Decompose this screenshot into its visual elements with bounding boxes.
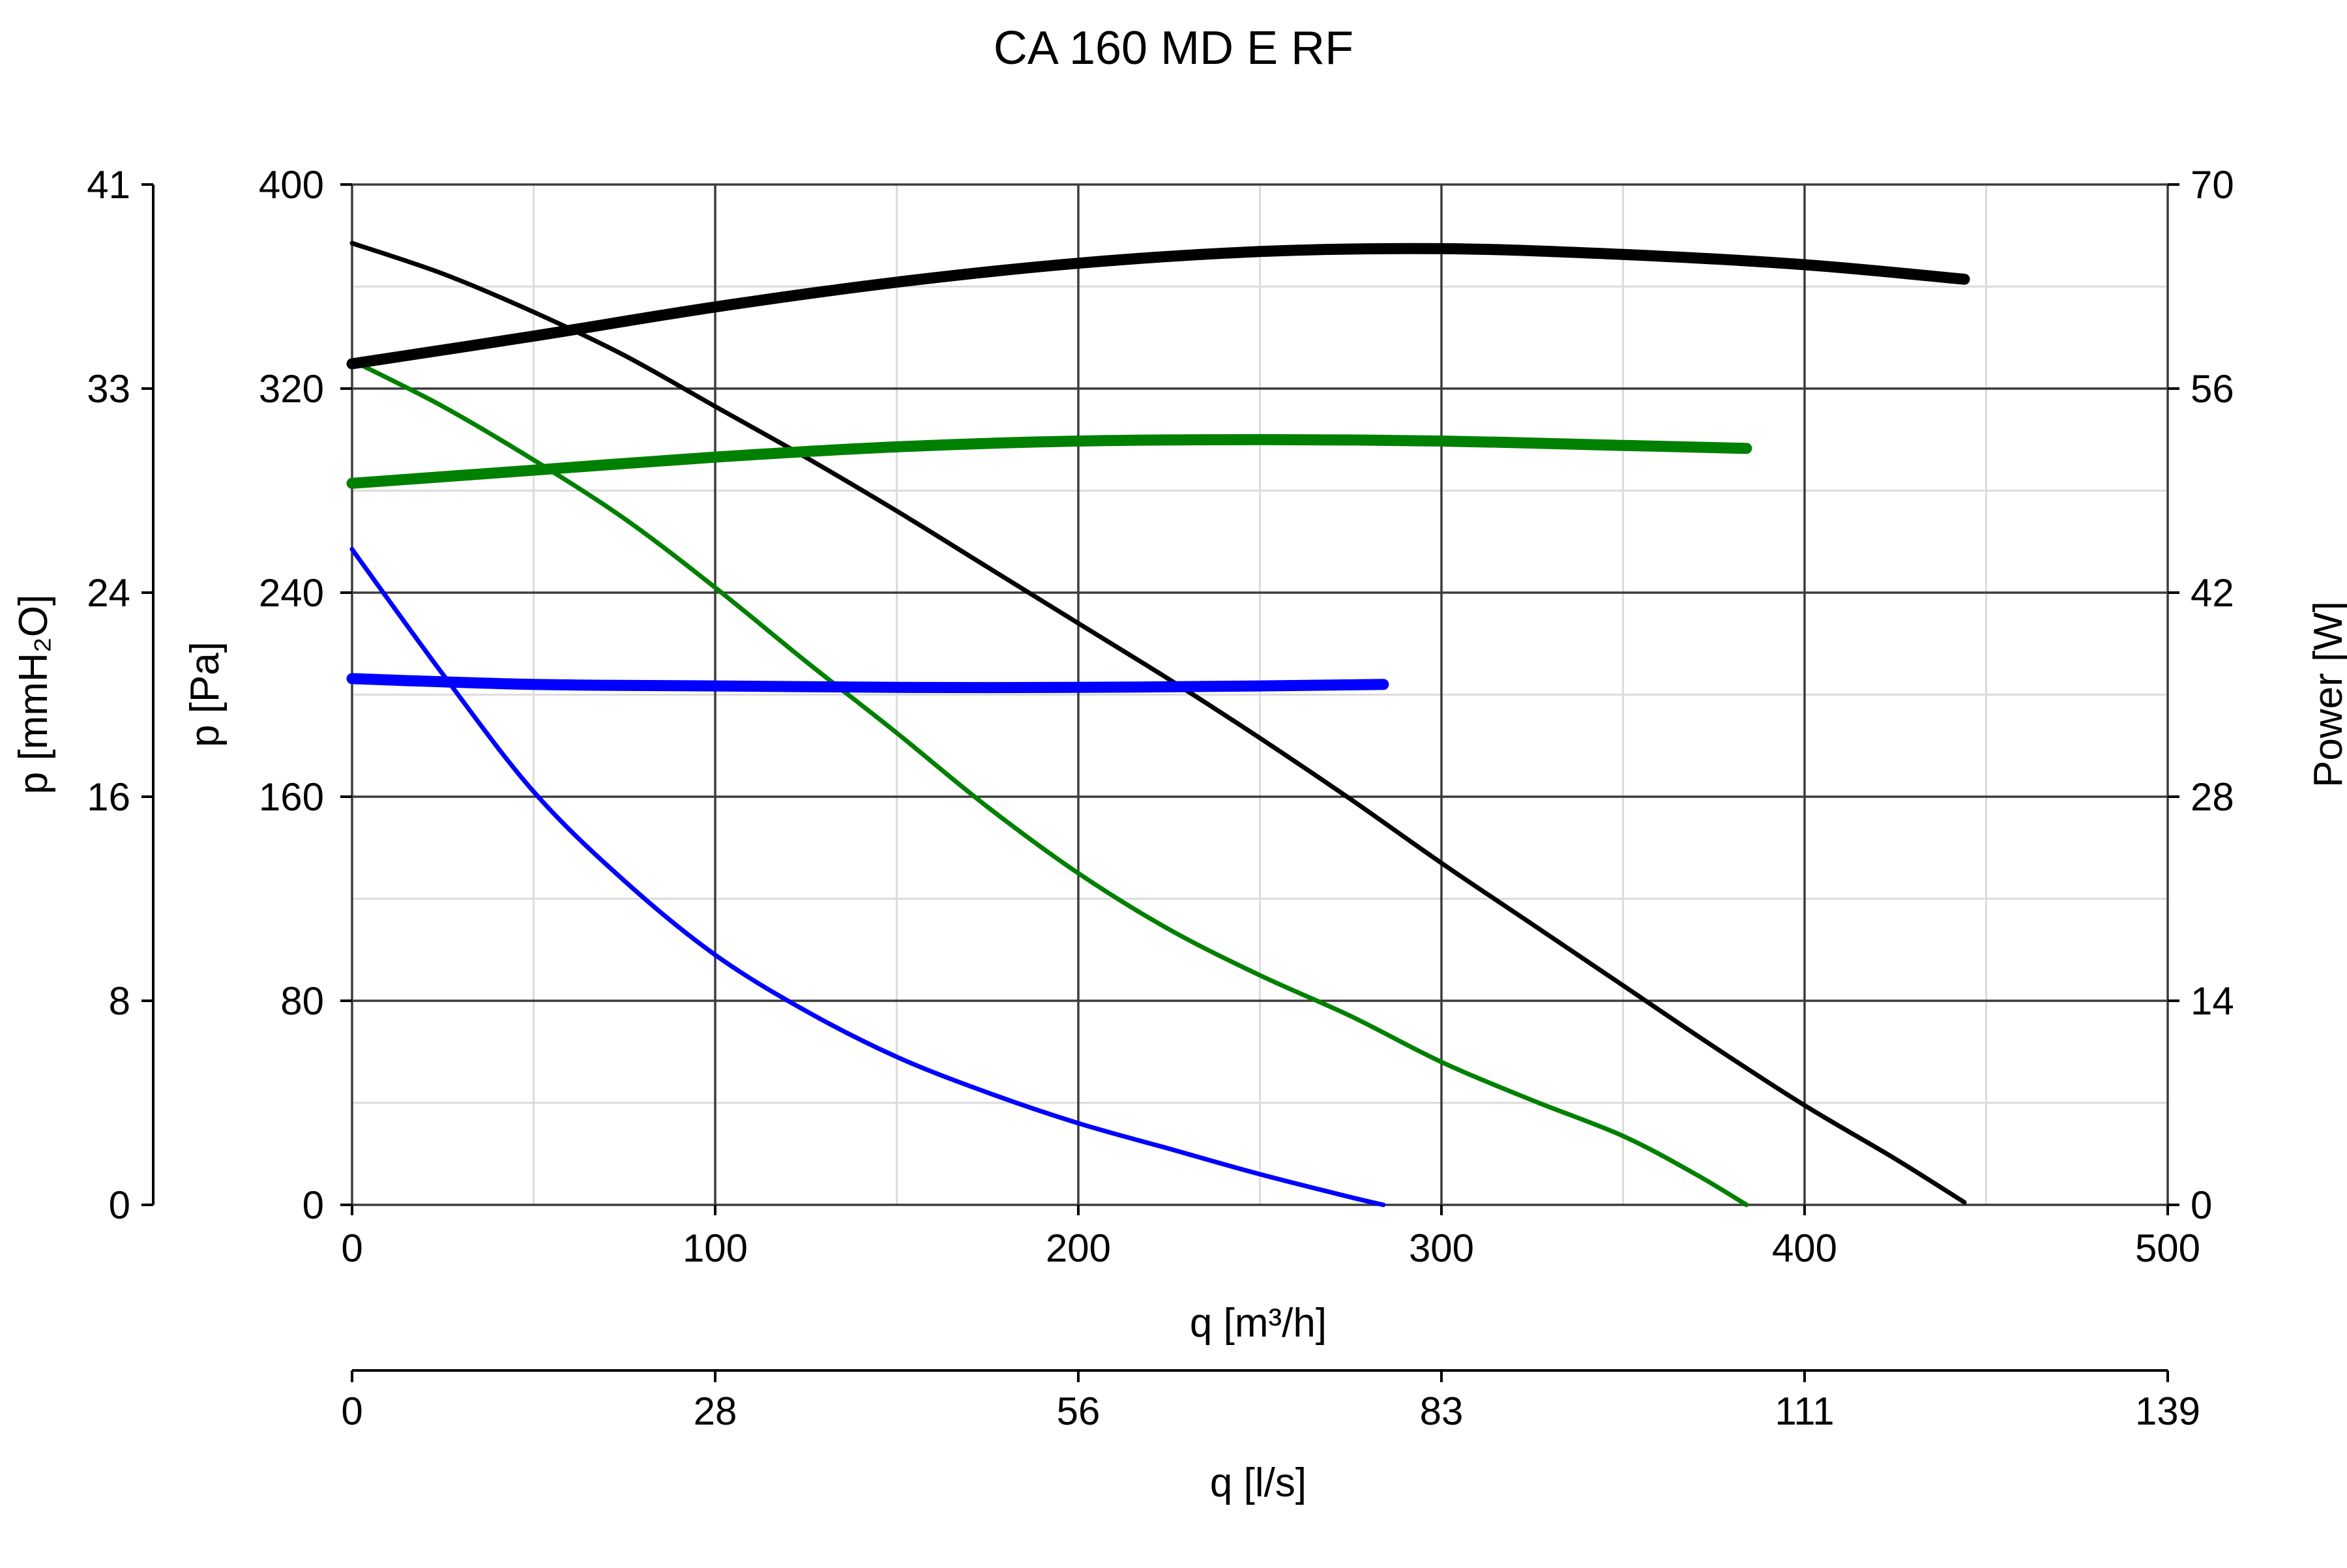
pa-tick-label: 240	[259, 571, 324, 615]
axes	[141, 183, 2179, 1382]
q-m3h-tick-label: 300	[1409, 1226, 1474, 1270]
y-axis-title-pa: p [Pa]	[183, 642, 228, 747]
power-curve-blue	[346, 673, 1389, 694]
x-axis-title-ls: q [l/s]	[1210, 1460, 1306, 1505]
y-axis-title-power: Power [W]	[2306, 601, 2347, 788]
q-ls-tick-label: 28	[694, 1389, 737, 1433]
chart-title: CA 160 MD E RF	[994, 22, 1353, 74]
power-tick-label: 0	[2191, 1183, 2212, 1227]
pa-tick-label: 320	[259, 367, 324, 411]
q-ls-tick-label: 83	[1420, 1389, 1464, 1433]
q-m3h-tick-label: 200	[1046, 1226, 1111, 1270]
mmh2o-tick-label: 8	[109, 979, 130, 1023]
axis-labels: 0 8 16 24 33 41 0 80 160 240 320 400 0 14 28 42 56 70 0 100…	[11, 163, 2347, 1505]
power-tick-label: 56	[2191, 367, 2234, 411]
y-axis-title-mmh2o: p [mmH₂O]	[11, 595, 56, 795]
power-tick-label: 70	[2191, 163, 2234, 207]
pa-tick-label: 160	[259, 775, 324, 819]
pressure-curve-blue	[349, 547, 1386, 1207]
pressure-curve-black	[349, 241, 1967, 1205]
pressure-curve-green	[349, 358, 1749, 1207]
q-m3h-tick-label: 400	[1772, 1226, 1837, 1270]
mmh2o-tick-label: 41	[87, 163, 130, 207]
q-ls-tick-label: 0	[341, 1389, 362, 1433]
power-tick-label: 14	[2191, 979, 2234, 1023]
power-tick-label: 42	[2191, 571, 2234, 615]
power-curve-green	[346, 434, 1752, 489]
mmh2o-tick-label: 0	[109, 1183, 130, 1227]
q-ls-tick-label: 56	[1057, 1389, 1100, 1433]
q-m3h-tick-label: 0	[341, 1226, 362, 1270]
q-m3h-tick-label: 100	[683, 1226, 748, 1270]
mmh2o-tick-label: 24	[87, 571, 130, 615]
pa-tick-label: 0	[303, 1183, 324, 1227]
pa-tick-label: 400	[259, 163, 324, 207]
mmh2o-tick-label: 16	[87, 775, 130, 819]
mmh2o-tick-label: 33	[87, 367, 130, 411]
series-lines	[346, 241, 1970, 1207]
x-axis-title-m3h: q [m³/h]	[1190, 1301, 1327, 1346]
power-curve-black	[346, 243, 1970, 370]
pa-tick-label: 80	[280, 979, 324, 1023]
q-ls-tick-label: 111	[1775, 1389, 1834, 1433]
q-m3h-tick-label: 500	[2135, 1226, 2200, 1270]
power-tick-label: 28	[2191, 775, 2234, 819]
q-ls-tick-label: 139	[2135, 1389, 2200, 1433]
grid	[351, 183, 2169, 1206]
